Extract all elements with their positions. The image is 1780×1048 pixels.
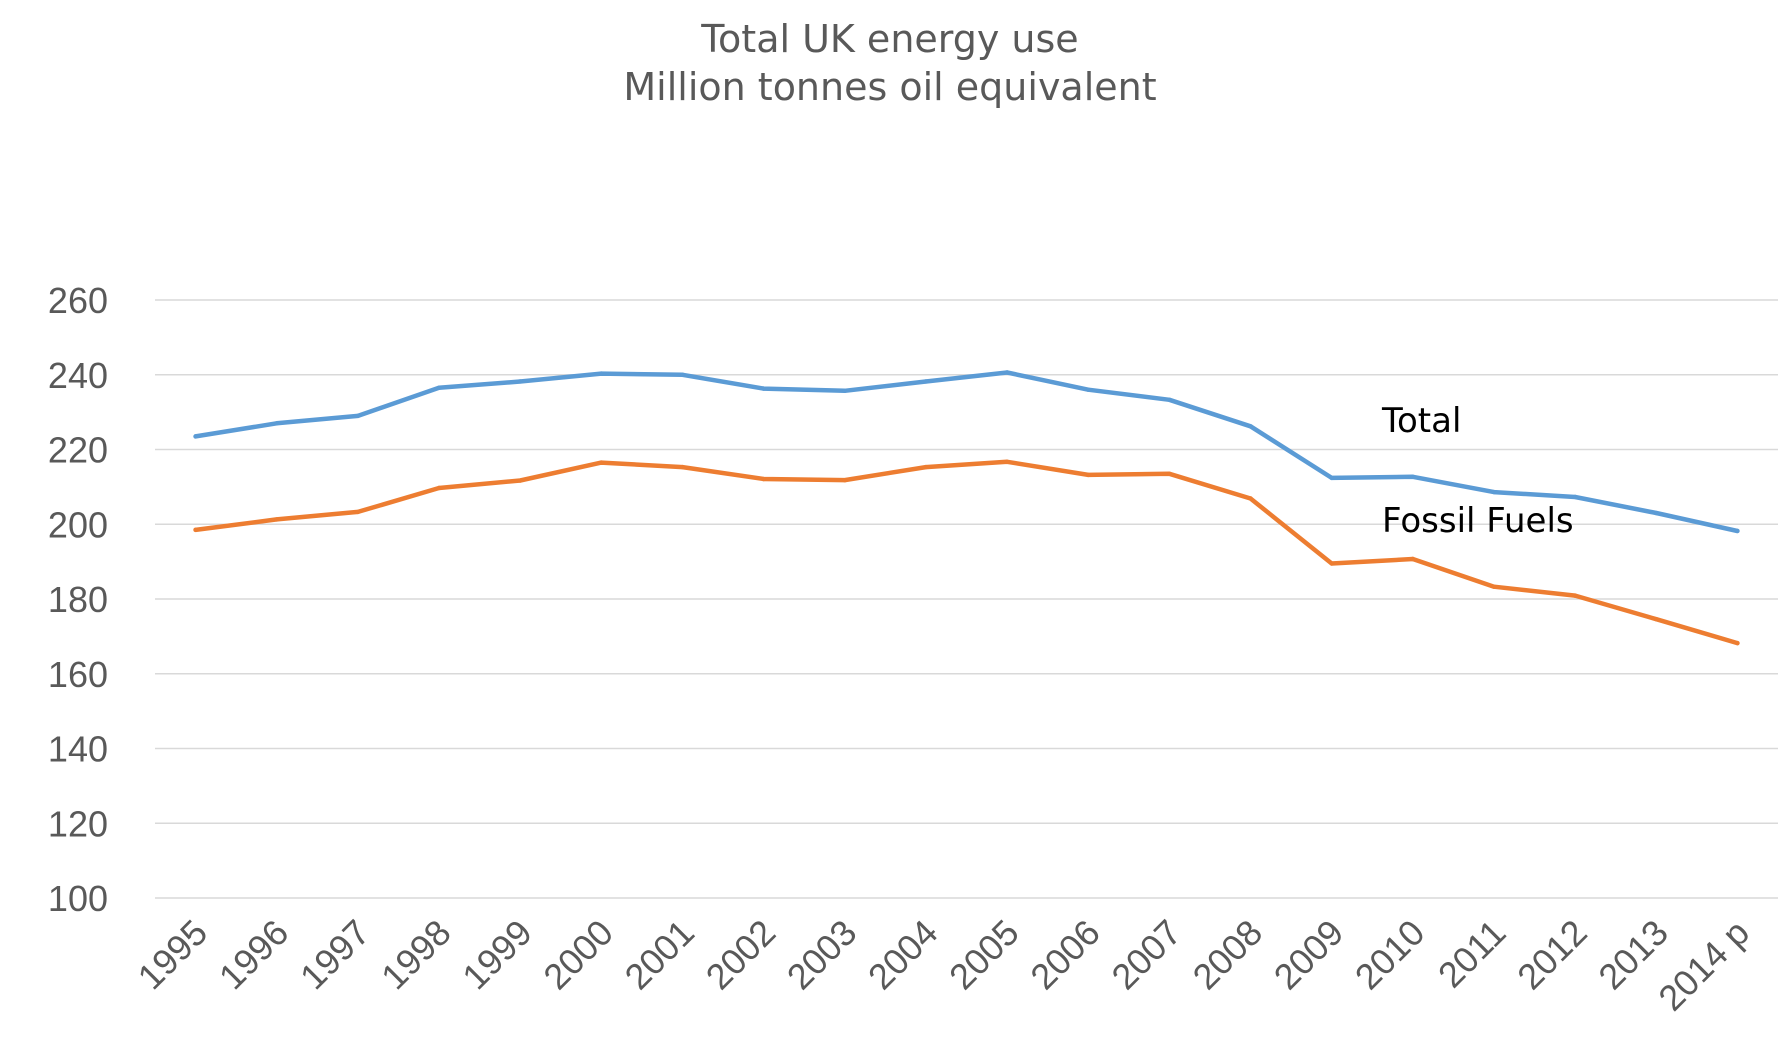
data-point [842, 477, 847, 483]
series-label-total: Total [1381, 401, 1461, 441]
data-point [923, 464, 929, 470]
x-tick-label: 2012 [1509, 912, 1595, 998]
x-axis-tick-labels: 1995199619971998199920002001200220032004… [130, 912, 1757, 1019]
data-point [1248, 424, 1253, 429]
y-tick-label: 140 [48, 729, 108, 770]
chart-title: Total UK energy use [700, 17, 1078, 61]
series-line-fossil-fuels [193, 459, 1740, 646]
x-tick-label: 1996 [211, 912, 297, 998]
data-point [355, 509, 361, 515]
x-tick-label: 2010 [1347, 912, 1433, 998]
x-tick-label: 2000 [535, 912, 621, 998]
series-lines [193, 370, 1740, 646]
data-point [1735, 640, 1740, 646]
x-tick-label: 2004 [860, 912, 946, 998]
data-point [599, 460, 604, 465]
data-point [1167, 471, 1172, 476]
x-tick-label: 1995 [130, 912, 216, 998]
data-point [923, 379, 929, 384]
x-tick-label: 2006 [1022, 912, 1108, 998]
data-point [274, 517, 279, 522]
data-point [274, 421, 279, 426]
data-point [1086, 472, 1091, 478]
x-tick-label: 2014 p [1650, 912, 1757, 1019]
data-point [680, 464, 685, 470]
data-point [1329, 475, 1334, 481]
data-point [1167, 397, 1172, 402]
data-point [761, 386, 766, 391]
data-point [1654, 616, 1659, 622]
data-point [436, 485, 442, 491]
series-label-fossil-fuels: Fossil Fuels [1382, 501, 1574, 541]
data-point [1004, 370, 1010, 375]
x-tick-label: 2003 [779, 912, 865, 998]
y-tick-label: 240 [48, 355, 108, 396]
y-tick-label: 180 [48, 579, 108, 620]
data-point [1086, 387, 1091, 392]
x-tick-label: 2009 [1266, 912, 1352, 998]
data-point [1491, 489, 1497, 495]
data-point [761, 476, 766, 482]
data-point [1735, 528, 1740, 534]
chart-subtitle: Million tonnes oil equivalent [623, 65, 1156, 109]
data-point [599, 371, 604, 376]
data-point [1410, 474, 1416, 479]
x-tick-label: 2007 [1103, 912, 1189, 998]
x-tick-label: 2011 [1430, 912, 1514, 996]
y-tick-label: 100 [48, 878, 108, 919]
data-point [1329, 561, 1334, 566]
data-point [1572, 494, 1578, 500]
data-point [1572, 593, 1578, 598]
data-point [1248, 496, 1253, 501]
data-point [193, 434, 198, 439]
x-tick-label: 2008 [1185, 912, 1271, 998]
y-axis-tick-labels: 100 120 140 160 180 200 220 240 260 [48, 280, 108, 919]
data-point [517, 379, 523, 384]
x-tick-label: 1999 [454, 912, 540, 998]
data-point [1410, 556, 1416, 562]
x-tick-label: 2002 [698, 912, 784, 998]
data-point [517, 478, 523, 483]
x-tick-label: 1998 [373, 912, 459, 998]
data-point [1004, 459, 1010, 465]
y-tick-label: 120 [48, 803, 108, 844]
x-tick-label: 2001 [617, 912, 703, 998]
series-line-total [193, 370, 1740, 534]
gridlines [155, 299, 1778, 899]
x-tick-label: 1997 [292, 912, 378, 998]
data-point [436, 385, 442, 391]
data-point [193, 527, 198, 533]
data-point [1491, 584, 1497, 589]
y-tick-label: 160 [48, 654, 108, 695]
x-tick-label: 2005 [941, 912, 1027, 998]
data-point [1654, 510, 1659, 516]
data-point [680, 372, 685, 377]
y-tick-label: 220 [48, 430, 108, 471]
y-tick-label: 260 [48, 280, 108, 321]
data-point [842, 388, 847, 394]
y-tick-label: 200 [48, 504, 108, 545]
data-point [355, 413, 361, 419]
